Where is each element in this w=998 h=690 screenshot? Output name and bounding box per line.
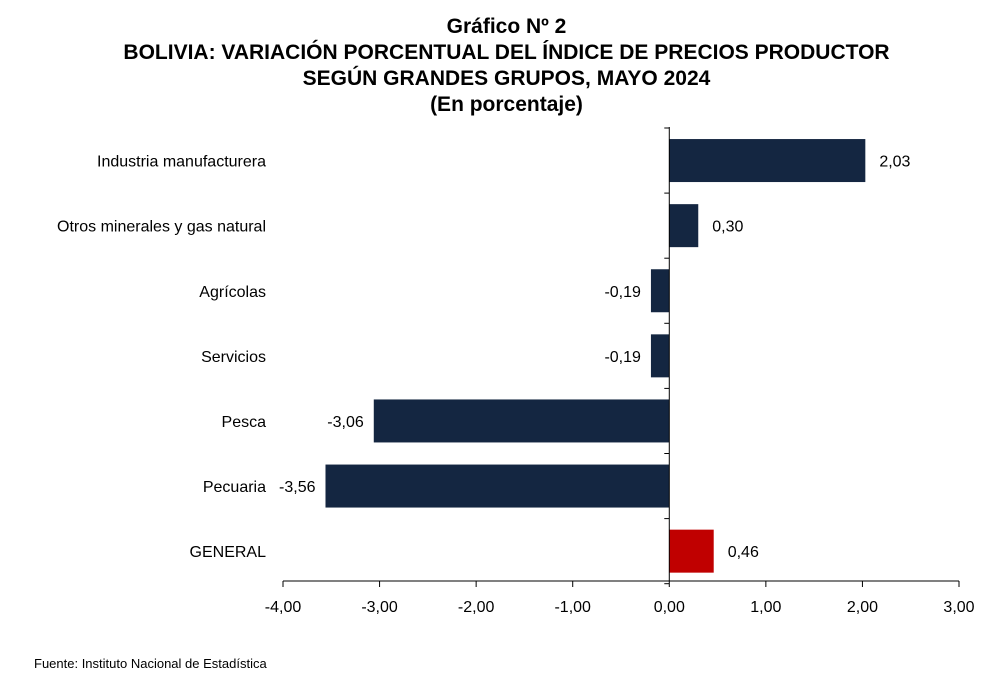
data-label: -3,56 (279, 479, 316, 496)
bar (669, 529, 714, 573)
x-tick-label: -4,00 (265, 599, 302, 616)
x-tick-label: -3,00 (361, 599, 398, 616)
data-label: 0,46 (728, 544, 759, 561)
data-label: 2,03 (879, 154, 910, 171)
data-label: 0,30 (712, 219, 743, 236)
category-label: Industria manufacturera (97, 154, 266, 171)
source-note: Fuente: Instituto Nacional de Estadístic… (34, 656, 267, 671)
category-label: Pesca (222, 414, 267, 431)
bar (325, 464, 670, 508)
data-label: -3,06 (327, 414, 364, 431)
data-label: -0,19 (604, 284, 641, 301)
x-tick-label: 3,00 (943, 599, 974, 616)
category-label: Agrícolas (199, 284, 266, 301)
x-tick-label: 0,00 (654, 599, 685, 616)
x-tick-label: -1,00 (554, 599, 591, 616)
bar (650, 334, 670, 378)
category-label: Pecuaria (203, 479, 266, 496)
bar (373, 399, 670, 443)
x-tick-label: -2,00 (458, 599, 495, 616)
x-tick-label: 1,00 (750, 599, 781, 616)
category-label: Servicios (201, 349, 266, 366)
bar (669, 204, 699, 248)
x-tick-label: 2,00 (847, 599, 878, 616)
bar (650, 269, 670, 313)
chart-title-block: Gráfico Nº 2 BOLIVIA: VARIACIÓN PORCENTU… (0, 14, 998, 118)
data-label: -0,19 (604, 349, 641, 366)
category-label: GENERAL (190, 544, 267, 561)
category-label: Otros minerales y gas natural (57, 219, 266, 236)
chart-title-unit: (En porcentaje) (430, 93, 583, 116)
chart-title-number: Gráfico Nº 2 (446, 15, 567, 38)
chart-title-main: BOLIVIA: VARIACIÓN PORCENTUAL DEL ÍNDICE… (123, 41, 890, 64)
chart-title-subtitle: SEGÚN GRANDES GRUPOS, MAYO 2024 (302, 67, 711, 90)
bar (669, 139, 866, 183)
